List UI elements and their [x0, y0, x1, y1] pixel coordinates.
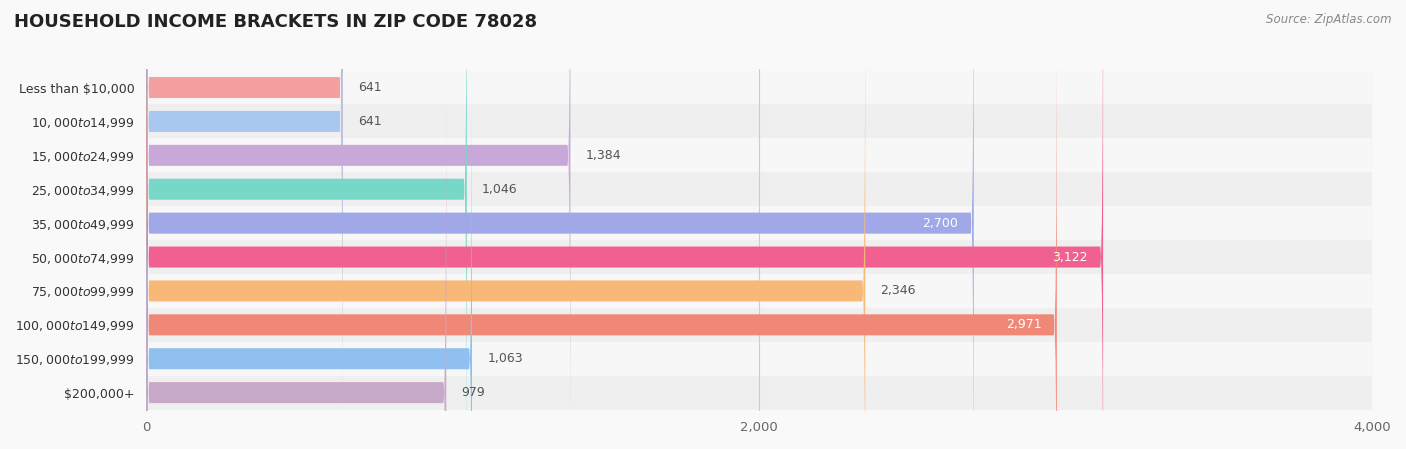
Text: 2,971: 2,971 — [1005, 318, 1042, 331]
FancyBboxPatch shape — [146, 0, 974, 449]
Bar — [0, 138, 1406, 172]
Text: 2,700: 2,700 — [922, 216, 959, 229]
FancyBboxPatch shape — [146, 0, 1057, 449]
Bar — [0, 342, 1406, 376]
Text: 641: 641 — [359, 115, 381, 128]
FancyBboxPatch shape — [146, 0, 467, 449]
FancyBboxPatch shape — [146, 0, 865, 449]
Bar — [0, 172, 1406, 206]
Bar — [0, 70, 1406, 105]
Text: Source: ZipAtlas.com: Source: ZipAtlas.com — [1267, 13, 1392, 26]
Bar — [0, 105, 1406, 138]
Bar — [0, 308, 1406, 342]
FancyBboxPatch shape — [146, 0, 343, 449]
Text: 2,346: 2,346 — [880, 284, 917, 297]
Text: HOUSEHOLD INCOME BRACKETS IN ZIP CODE 78028: HOUSEHOLD INCOME BRACKETS IN ZIP CODE 78… — [14, 13, 537, 31]
Text: 1,063: 1,063 — [488, 352, 523, 365]
FancyBboxPatch shape — [146, 0, 1104, 449]
Text: 3,122: 3,122 — [1052, 251, 1088, 264]
Text: 1,384: 1,384 — [586, 149, 621, 162]
Bar — [0, 376, 1406, 409]
Bar — [0, 206, 1406, 240]
FancyBboxPatch shape — [146, 0, 571, 449]
Text: 641: 641 — [359, 81, 381, 94]
Text: 1,046: 1,046 — [482, 183, 517, 196]
Text: 979: 979 — [461, 386, 485, 399]
FancyBboxPatch shape — [146, 30, 472, 449]
FancyBboxPatch shape — [146, 0, 343, 416]
Bar — [0, 240, 1406, 274]
FancyBboxPatch shape — [146, 64, 446, 449]
Bar — [0, 274, 1406, 308]
